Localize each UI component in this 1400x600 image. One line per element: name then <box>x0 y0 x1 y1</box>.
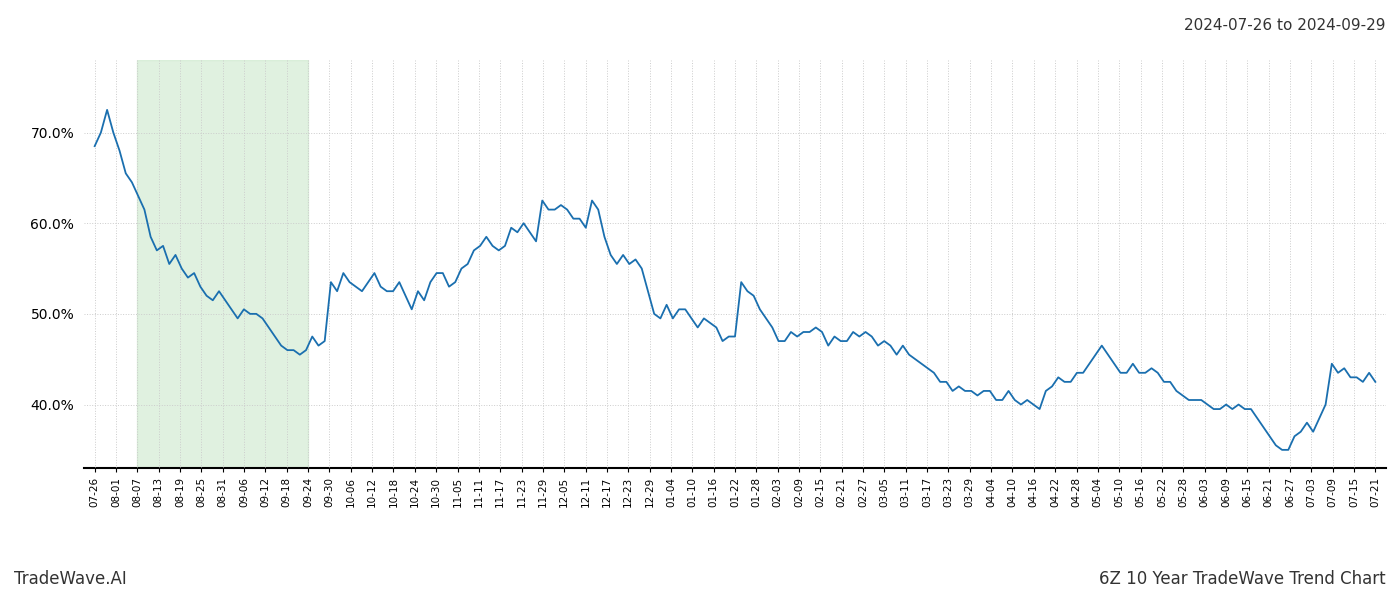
Text: TradeWave.AI: TradeWave.AI <box>14 570 127 588</box>
Bar <box>137 60 308 468</box>
Text: 6Z 10 Year TradeWave Trend Chart: 6Z 10 Year TradeWave Trend Chart <box>1099 570 1386 588</box>
Text: 2024-07-26 to 2024-09-29: 2024-07-26 to 2024-09-29 <box>1184 18 1386 33</box>
